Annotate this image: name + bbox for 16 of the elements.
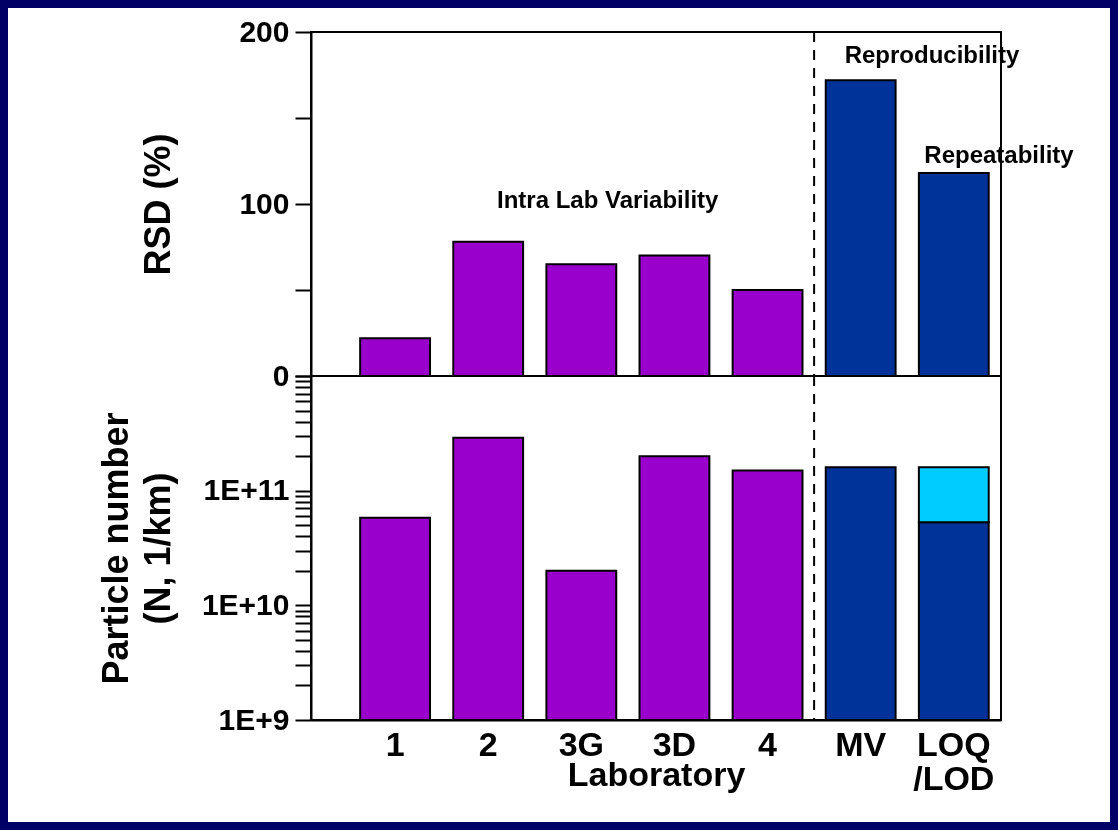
y-tick-label: 1E+9 — [218, 702, 290, 736]
x-tick-label: LOQ /LOD — [913, 724, 995, 797]
y-tick-label: 1E+10 — [201, 587, 290, 621]
x-tick-label: 2 — [478, 724, 498, 763]
y-tick-label: 0 — [272, 358, 290, 392]
y-axis-title: Particle number (N, 1/km) — [94, 412, 178, 685]
annotation: Intra Lab Variability — [497, 185, 720, 213]
x-tick-label: 4 — [758, 724, 778, 763]
y-tick-label: 200 — [239, 14, 290, 48]
y-tick-label: 100 — [239, 186, 290, 220]
x-tick-label: 3D — [652, 724, 697, 763]
x-tick-label: MV — [835, 724, 887, 763]
y-tick-label: 1E+11 — [203, 473, 290, 507]
y-axis-title: RSD (%) — [136, 133, 178, 276]
x-tick-label: 1 — [385, 724, 405, 763]
x-tick-label: 3G — [558, 724, 604, 763]
